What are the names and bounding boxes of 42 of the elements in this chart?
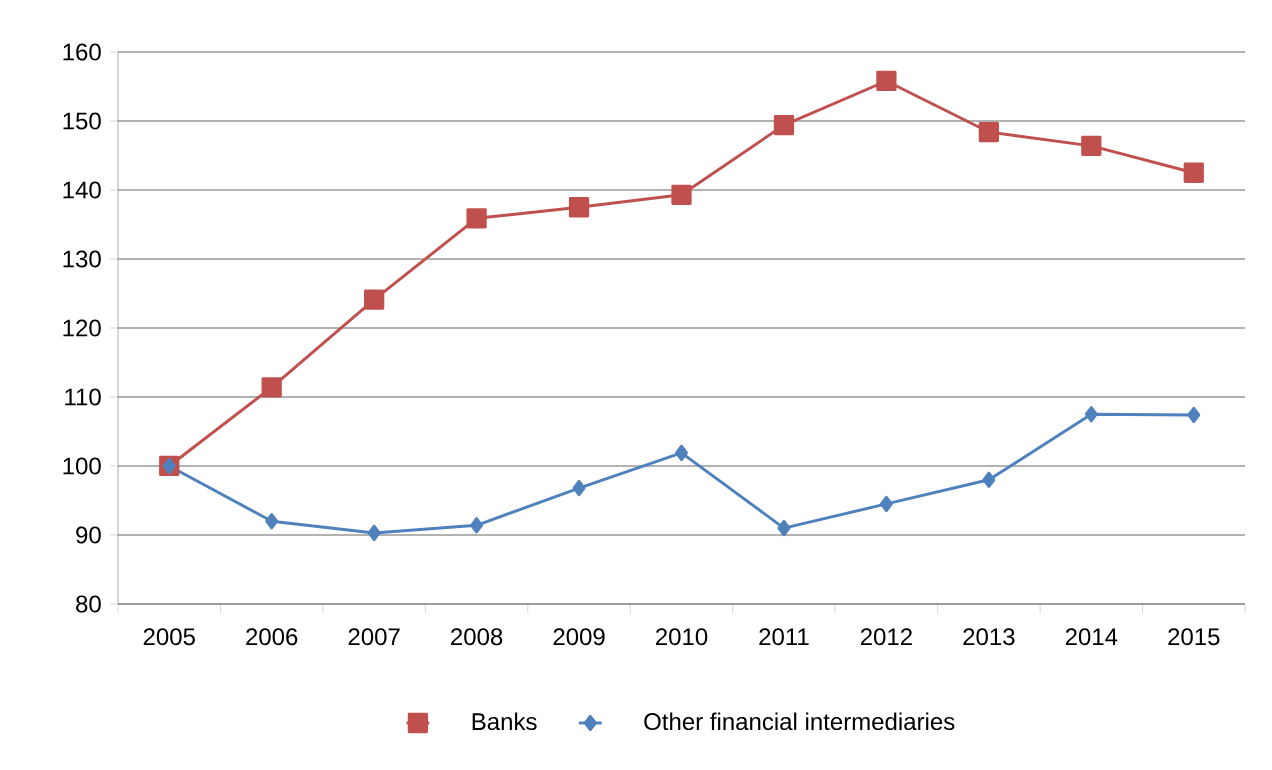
x-tick-label: 2010 [656, 628, 708, 646]
x-tick-label: 2013 [963, 628, 1015, 646]
point [367, 524, 381, 542]
x-tick-label: 2008 [451, 628, 503, 646]
x-tick-label: 2009 [553, 628, 605, 646]
point [777, 519, 791, 537]
legend-label: Banks [472, 712, 537, 731]
y-tick-label: 120 [63, 319, 101, 337]
y-tick-label: 80 [76, 595, 101, 613]
x-tick-label: 2014 [1065, 628, 1118, 646]
point [1084, 406, 1098, 423]
y-tick-label: 160 [63, 43, 101, 61]
point [364, 289, 385, 310]
point [265, 513, 279, 530]
x-tick-label: 2005 [143, 628, 195, 646]
point [876, 70, 897, 92]
point [982, 471, 996, 488]
point [1187, 406, 1201, 424]
x-tick-label: 2015 [1168, 628, 1220, 646]
x-tick-label: 2007 [348, 628, 400, 646]
y-tick-label: 90 [76, 526, 101, 544]
point [1081, 135, 1102, 156]
y-tick-label: 100 [63, 457, 101, 475]
point [572, 479, 586, 497]
y-tick-label: 110 [65, 388, 101, 406]
y-tick-label: 140 [63, 181, 101, 199]
point [466, 208, 487, 229]
x-tick-label: 2012 [860, 628, 912, 646]
point [261, 377, 282, 398]
y-tick-label: 130 [63, 250, 101, 268]
x-tick-label: 2011 [759, 628, 809, 646]
point [568, 197, 590, 218]
legend-label: Other financial intermediaries [644, 712, 955, 731]
point [671, 184, 692, 205]
point [1183, 162, 1204, 183]
point [773, 115, 795, 136]
point [978, 121, 999, 143]
point [470, 517, 484, 534]
point [675, 444, 688, 462]
x-tick-label: 2006 [246, 628, 298, 646]
point [879, 495, 893, 513]
y-tick-label: 150 [63, 112, 101, 130]
